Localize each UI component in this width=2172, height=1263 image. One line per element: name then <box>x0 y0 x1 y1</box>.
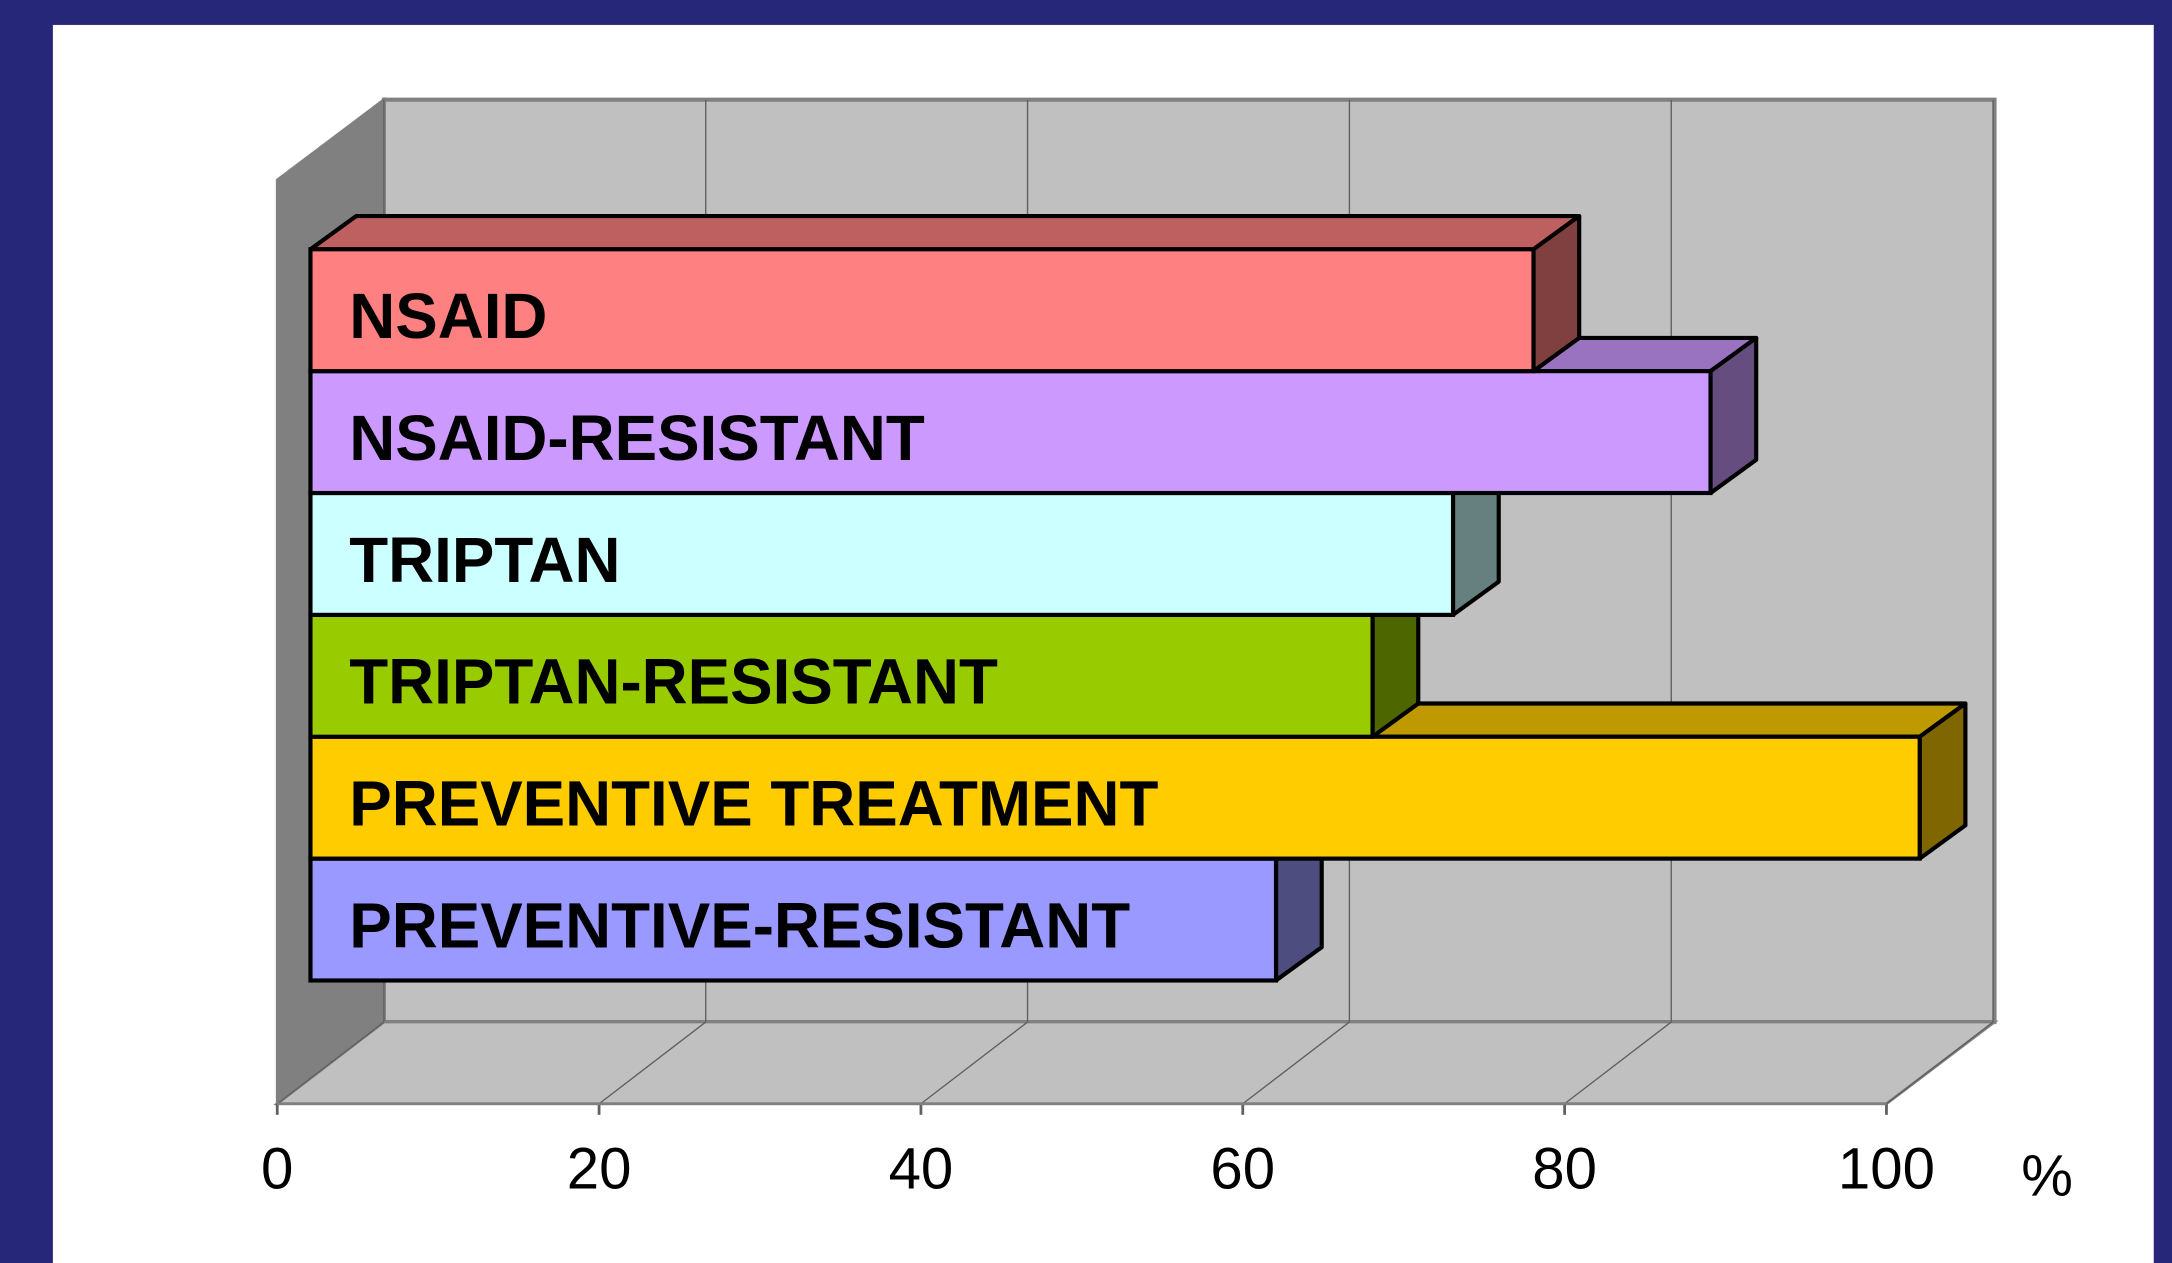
bar-label: PREVENTIVE TREATMENT <box>349 769 1158 840</box>
bar-label: TRIPTAN <box>349 525 620 596</box>
floor-grid-line <box>1886 1021 1994 1105</box>
bar <box>308 490 1456 617</box>
bar <box>308 247 1536 374</box>
x-tick-label: 60 <box>1210 1136 1275 1201</box>
bar-top <box>308 213 1582 252</box>
floor-grid-line <box>1242 1021 1350 1105</box>
grid: 0 20 40 60 80 100 <box>261 99 1994 1201</box>
floor <box>273 1020 1999 1106</box>
bar-label: NSAID-RESISTANT <box>349 403 925 474</box>
x-tick-label: 80 <box>1532 1136 1597 1201</box>
bar-label: PREVENTIVE-RESISTANT <box>349 890 1130 961</box>
bar <box>308 734 1922 861</box>
bar <box>308 369 1713 496</box>
x-tick-label: 100 <box>1838 1136 1935 1201</box>
x-axis-label: % <box>2021 1143 2073 1208</box>
bar <box>308 612 1375 739</box>
floor-grid-line <box>598 1021 707 1105</box>
x-tick-label: 0 <box>261 1136 293 1201</box>
floor-grid-line <box>1564 1021 1672 1105</box>
x-tick-label: 40 <box>889 1136 954 1201</box>
bar <box>308 856 1279 983</box>
bars: PREVENTIVE-RESISTANT PREVENTIVE TREATMENT… <box>308 213 1968 983</box>
floor-grid-line <box>276 1021 385 1105</box>
bar-label: TRIPTAN-RESISTANT <box>349 647 998 718</box>
bar-label: NSAID <box>349 281 547 352</box>
floor-grid-line <box>920 1021 1028 1105</box>
x-tick-label: 20 <box>567 1136 632 1201</box>
